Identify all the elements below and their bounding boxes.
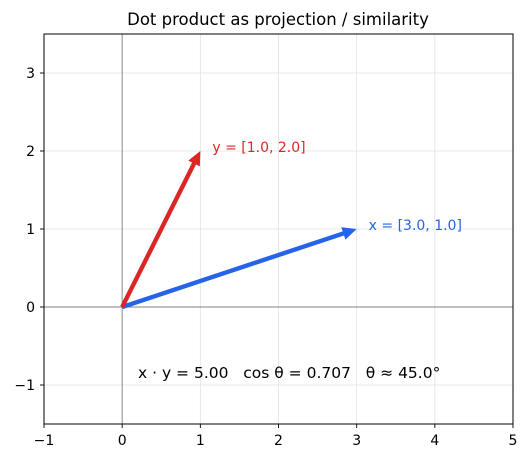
y-tick-label: 2 [26,144,35,160]
chart-title: Dot product as projection / similarity [127,10,429,29]
vector-y-arrow [120,151,201,308]
y-tick-label: −1 [14,378,35,394]
x-tick-label: 3 [352,433,361,449]
x-tick-label: 1 [196,433,205,449]
y-tick-label: 0 [26,300,35,316]
vector-y-label: y = [1.0, 2.0] [212,140,305,156]
x-tick-label: 0 [118,433,127,449]
x-tick-label: 2 [274,433,283,449]
x-tick-labels: −1 0 1 2 3 4 5 [34,433,518,449]
vector-labels: x = [3.0, 1.0] y = [1.0, 2.0] [212,140,462,234]
x-tick-label: 4 [430,433,439,449]
vectors [120,151,357,310]
y-tick-labels: −1 0 1 2 3 [14,66,35,394]
y-tick-label: 3 [26,66,35,82]
vector-x-arrow [121,227,357,310]
x-tick-label: 5 [509,433,518,449]
tick-marks [40,72,514,428]
x-tick-label: −1 [34,433,55,449]
vector-x-label: x = [3.0, 1.0] [369,218,462,234]
y-tick-label: 1 [26,222,35,238]
dot-product-annotation: x · y = 5.00 cos θ = 0.707 θ ≈ 45.0° [138,364,440,382]
